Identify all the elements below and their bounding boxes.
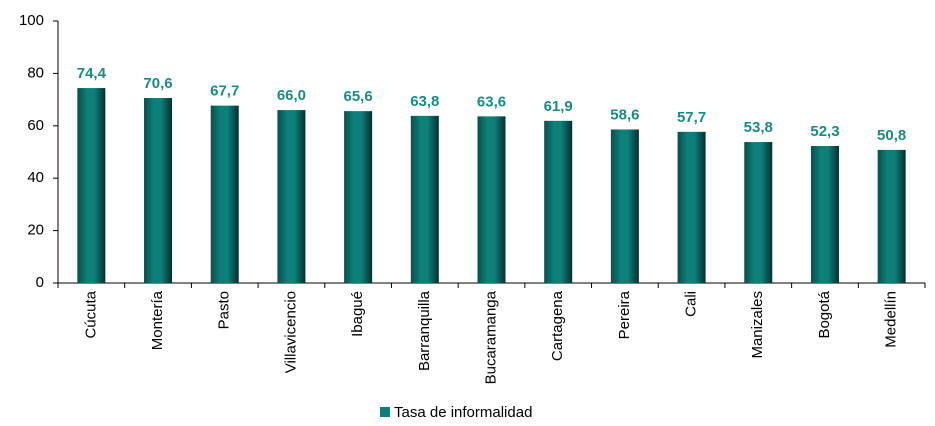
x-tick-label: Cartagena (549, 290, 566, 361)
value-label: 50,8 (877, 127, 906, 144)
value-label: 67,7 (210, 83, 239, 100)
bar (744, 142, 773, 283)
value-label: 65,6 (344, 88, 373, 105)
x-tick-label: Bucaramanga (482, 290, 499, 384)
y-tick-label: 100 (19, 12, 44, 29)
y-tick-label: 20 (27, 222, 44, 239)
x-tick-label: Villavicencio (282, 291, 299, 373)
x-tick-label: Cali (683, 291, 700, 317)
y-tick-label: 60 (27, 117, 44, 134)
value-label: 63,8 (410, 93, 439, 110)
x-tick-label: Cúcuta (82, 290, 99, 338)
x-tick-label: Pereira (616, 290, 633, 339)
y-tick-label: 0 (36, 274, 44, 291)
value-label: 53,8 (744, 119, 773, 136)
bar (210, 105, 239, 283)
bar (144, 98, 173, 283)
value-label: 74,4 (77, 65, 107, 82)
x-tick-label: Manizales (749, 291, 766, 359)
value-label: 52,3 (810, 123, 839, 140)
x-tick-label: Ibagué (349, 291, 366, 337)
bar (544, 120, 573, 284)
bar (477, 116, 506, 283)
bar (77, 88, 106, 284)
value-label: 63,6 (477, 93, 506, 110)
legend-swatch (380, 407, 390, 417)
bar (877, 149, 906, 283)
value-label: 58,6 (610, 106, 639, 123)
bar (677, 131, 706, 283)
bar (810, 145, 839, 283)
bar (610, 129, 639, 283)
x-tick-label: Barranquilla (416, 290, 433, 371)
legend-label: Tasa de informalidad (394, 404, 532, 421)
value-label: 61,9 (544, 98, 573, 115)
bar (410, 115, 439, 284)
value-label: 66,0 (277, 87, 306, 104)
y-tick-label: 40 (27, 169, 44, 186)
bar (344, 111, 373, 284)
x-tick-label: Bogotá (816, 290, 833, 338)
bar (277, 110, 306, 283)
value-label: 70,6 (143, 75, 172, 92)
value-label: 57,7 (677, 109, 706, 126)
x-tick-label: Pasto (216, 291, 233, 329)
x-tick-label: Medellín (883, 291, 900, 348)
y-tick-label: 80 (27, 64, 44, 81)
x-tick-label: Montería (149, 290, 166, 350)
